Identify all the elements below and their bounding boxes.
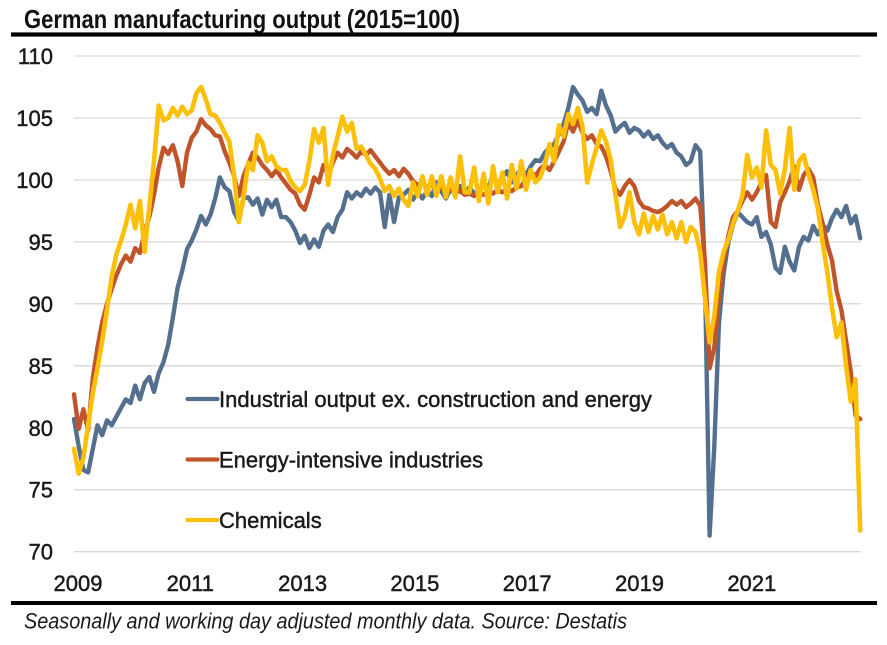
svg-text:2019: 2019 xyxy=(615,571,664,596)
svg-text:Industrial output ex. construc: Industrial output ex. construction and e… xyxy=(219,387,652,412)
svg-text:2021: 2021 xyxy=(727,571,776,596)
svg-text:2015: 2015 xyxy=(390,571,439,596)
svg-text:2009: 2009 xyxy=(54,571,103,596)
svg-text:2013: 2013 xyxy=(278,571,327,596)
svg-text:Chemicals: Chemicals xyxy=(219,508,322,533)
svg-text:105: 105 xyxy=(16,106,53,131)
svg-text:110: 110 xyxy=(18,44,53,69)
svg-text:70: 70 xyxy=(29,540,53,565)
svg-text:95: 95 xyxy=(29,230,53,255)
svg-text:German manufacturing output (2: German manufacturing output (2015=100) xyxy=(24,4,460,34)
svg-text:Seasonally and working day adj: Seasonally and working day adjusted mont… xyxy=(24,609,627,634)
svg-text:2011: 2011 xyxy=(167,571,214,596)
svg-text:2017: 2017 xyxy=(503,571,552,596)
svg-text:75: 75 xyxy=(29,478,53,503)
svg-text:85: 85 xyxy=(29,354,53,379)
svg-text:90: 90 xyxy=(29,292,53,317)
svg-text:100: 100 xyxy=(16,168,53,193)
svg-text:Energy-intensive industries: Energy-intensive industries xyxy=(219,448,483,473)
svg-text:80: 80 xyxy=(29,416,53,441)
